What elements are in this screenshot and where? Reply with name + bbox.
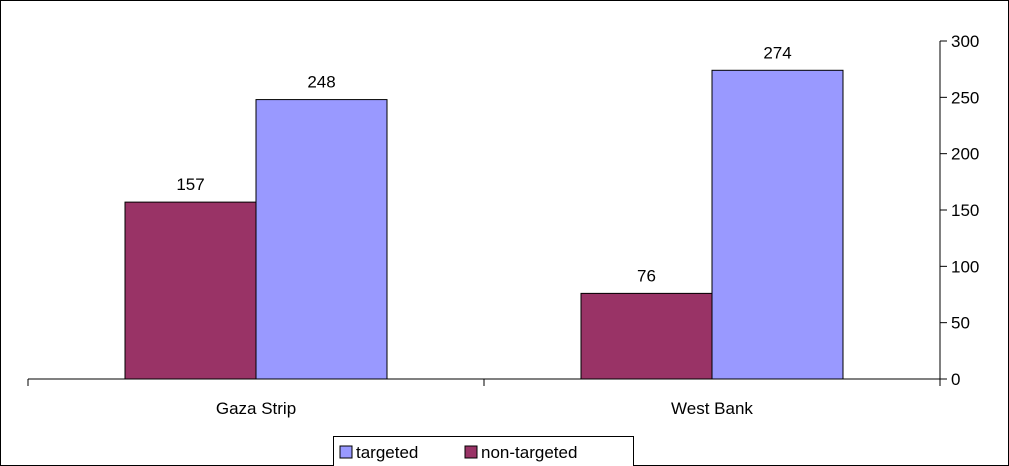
y-tick-label: 50 <box>951 314 970 333</box>
legend-box <box>333 436 634 466</box>
bars-group <box>124 69 844 380</box>
legend-label-non-targeted: non-targeted <box>481 443 577 462</box>
bar-targeted-west-bank <box>711 69 844 380</box>
legend-swatch-targeted <box>339 445 353 459</box>
y-tick-label: 250 <box>951 88 979 107</box>
value-labels-group: 157 248 76 274 <box>176 43 791 285</box>
value-label: 274 <box>763 43 791 62</box>
bar-non-targeted-west-bank <box>580 292 713 380</box>
x-tick-label: West Bank <box>671 399 753 418</box>
y-tick-label: 200 <box>951 145 979 164</box>
y-ticks-group: 0 50 100 150 200 250 300 <box>940 32 979 389</box>
x-ticks-group: Gaza Strip West Bank <box>27 379 941 418</box>
legend-swatch-non-targeted <box>464 445 478 459</box>
value-label: 248 <box>307 73 335 92</box>
y-tick-label: 300 <box>951 32 979 51</box>
legend-label-targeted: targeted <box>356 443 418 462</box>
bar-targeted-gaza-strip <box>255 99 388 380</box>
value-label: 157 <box>176 175 204 194</box>
y-tick-label: 150 <box>951 201 979 220</box>
x-tick-label: Gaza Strip <box>216 399 296 418</box>
y-tick-label: 0 <box>951 370 960 389</box>
y-tick-label: 100 <box>951 257 979 276</box>
value-label: 76 <box>637 266 656 285</box>
bar-non-targeted-gaza-strip <box>124 201 257 380</box>
legend: targeted non-targeted <box>333 436 634 466</box>
